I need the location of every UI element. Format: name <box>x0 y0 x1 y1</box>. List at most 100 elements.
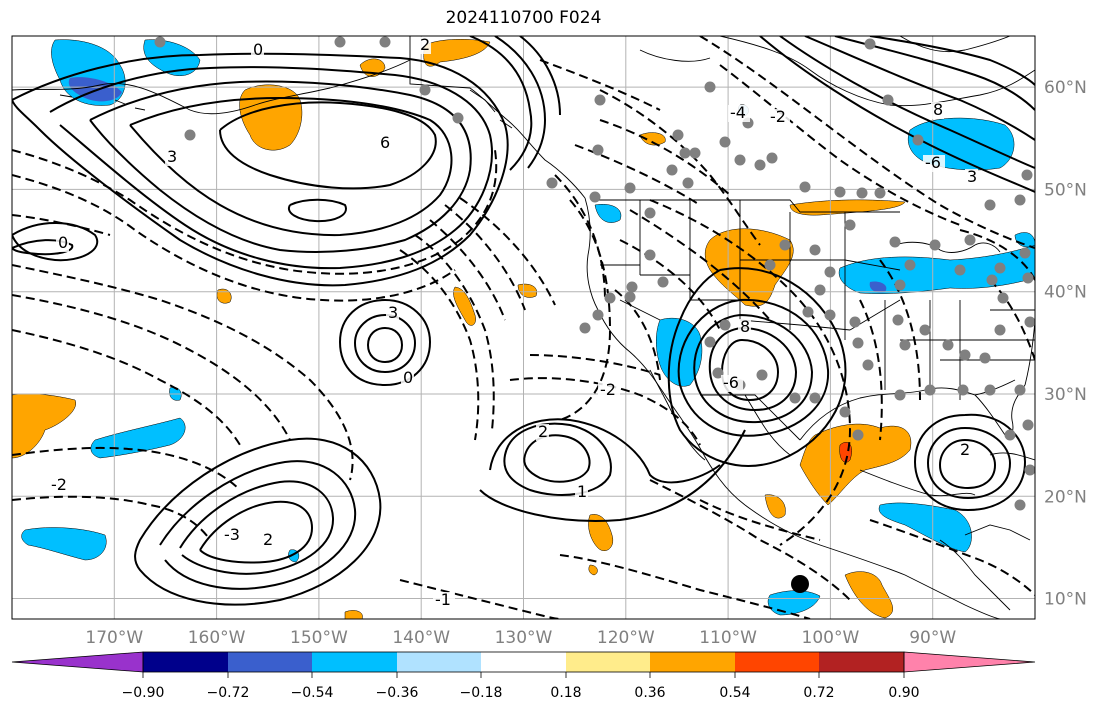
observation-dot <box>766 152 778 164</box>
observation-dot <box>1014 384 1026 396</box>
observation-dot <box>1022 419 1034 431</box>
height-contours <box>12 36 1035 606</box>
colorbar-extend-high <box>904 652 1035 672</box>
observation-dot <box>1021 169 1033 181</box>
colorbar-extend-low <box>12 652 143 672</box>
longitude-label: 100°W <box>802 628 860 648</box>
contour-value-label: 0 <box>253 40 263 59</box>
observation-dot <box>689 147 701 159</box>
observation-dot <box>592 144 604 156</box>
contour-value-label: 6 <box>380 133 390 152</box>
observation-dot <box>592 309 604 321</box>
observation-dot <box>997 292 1009 304</box>
latitude-label: 30°N <box>1044 385 1087 405</box>
anomaly-shading <box>12 39 1035 619</box>
observation-dot <box>1022 272 1034 284</box>
observation-dot <box>1014 194 1026 206</box>
observation-dot <box>994 262 1006 274</box>
observation-dot <box>844 219 856 231</box>
observation-dot <box>546 177 558 189</box>
tropical-system-marker <box>791 575 809 593</box>
observation-dot <box>957 384 969 396</box>
contour-value-label: -6 <box>723 373 739 392</box>
colorbar-segment <box>650 652 735 672</box>
observation-dot <box>894 389 906 401</box>
colorbar-segment <box>566 652 650 672</box>
contour-value-label: 2 <box>538 422 548 441</box>
latitude-label: 40°N <box>1044 283 1087 303</box>
observation-dot <box>862 359 874 371</box>
colorbar-tick-label: 0.90 <box>888 685 919 701</box>
longitude-labels: 170°W 160°W 150°W 140°W 130°W 120°W 110°W 100°W… <box>85 628 956 648</box>
observation-dot <box>644 207 656 219</box>
observation-dot <box>154 36 166 48</box>
observation-dot <box>802 306 814 318</box>
observation-dot <box>882 94 894 106</box>
longitude-label: 150°W <box>290 628 348 648</box>
colorbar-tick-label: 0.54 <box>719 685 750 701</box>
latitude-label: 50°N <box>1044 180 1087 200</box>
observation-dot <box>799 181 811 193</box>
observation-dot <box>666 164 678 176</box>
observation-dot <box>924 384 936 396</box>
observation-dot <box>964 234 976 246</box>
observation-dot <box>594 94 606 106</box>
observation-dot <box>624 291 636 303</box>
contour-value-label: -1 <box>435 590 451 609</box>
longitude-label: 140°W <box>392 628 450 648</box>
observation-dot <box>719 136 731 148</box>
observation-dot <box>984 199 996 211</box>
observation-dot <box>682 177 694 189</box>
contour-value-label: 3 <box>388 303 398 322</box>
colorbar-segment <box>312 652 397 672</box>
contour-value-label: -2 <box>51 475 67 494</box>
contour-labels: 0 2 3 6 -2 1 2 -2 3 8 -6 2 0 -3 2 -1 -4 8 -6 3 0 -2 <box>49 36 978 609</box>
contour-value-label: -2 <box>770 107 786 126</box>
observation-dot <box>912 134 924 146</box>
contour-value-label: 2 <box>960 440 970 459</box>
observation-dot <box>756 369 768 381</box>
observation-dot <box>734 154 746 166</box>
observation-dot <box>942 339 954 351</box>
colorbar-segment <box>481 652 566 672</box>
observation-dot <box>994 324 1006 336</box>
observation-dot <box>959 349 971 361</box>
longitude-label: 120°W <box>597 628 655 648</box>
longitude-label: 130°W <box>495 628 553 648</box>
observation-dot <box>824 266 836 278</box>
observation-dot <box>579 322 591 334</box>
map-frame <box>11 35 1036 620</box>
contour-value-label: 8 <box>740 317 750 336</box>
observation-dot <box>979 352 991 364</box>
colorbar: −0.90 −0.72 −0.54 −0.36 −0.18 0.18 0.36 0.54 0.7… <box>11 651 1036 701</box>
observation-dot <box>712 367 724 379</box>
observation-dot <box>852 337 864 349</box>
colorbar-segment <box>228 652 312 672</box>
observation-dot <box>624 182 636 194</box>
colorbar-tick-label: −0.36 <box>376 685 419 701</box>
observation-dot <box>672 129 684 141</box>
observation-dot <box>379 36 391 48</box>
contour-value-label: 8 <box>933 100 943 119</box>
longitude-label: 90°W <box>909 628 956 648</box>
observation-dot <box>1024 316 1035 328</box>
observation-dot <box>814 284 826 296</box>
observation-dot <box>809 244 821 256</box>
observation-dot <box>929 239 941 251</box>
observation-dot <box>839 406 851 418</box>
observation-dot <box>894 279 906 291</box>
observation-dot <box>1004 429 1016 441</box>
colorbar-tick-label: 0.72 <box>803 685 834 701</box>
observation-dot <box>1019 247 1031 259</box>
observation-dot <box>604 292 616 304</box>
colorbar-segment <box>397 652 481 672</box>
contour-value-label: 1 <box>577 482 587 501</box>
observation-dot <box>904 259 916 271</box>
observation-dot <box>849 316 861 328</box>
observation-dot <box>889 236 901 248</box>
contour-value-label: 3 <box>967 167 977 186</box>
colorbar-segment <box>735 652 819 672</box>
observation-dots <box>154 36 1035 511</box>
latitude-labels: 60°N 50°N 40°N 30°N 20°N 10°N <box>1044 78 1087 609</box>
